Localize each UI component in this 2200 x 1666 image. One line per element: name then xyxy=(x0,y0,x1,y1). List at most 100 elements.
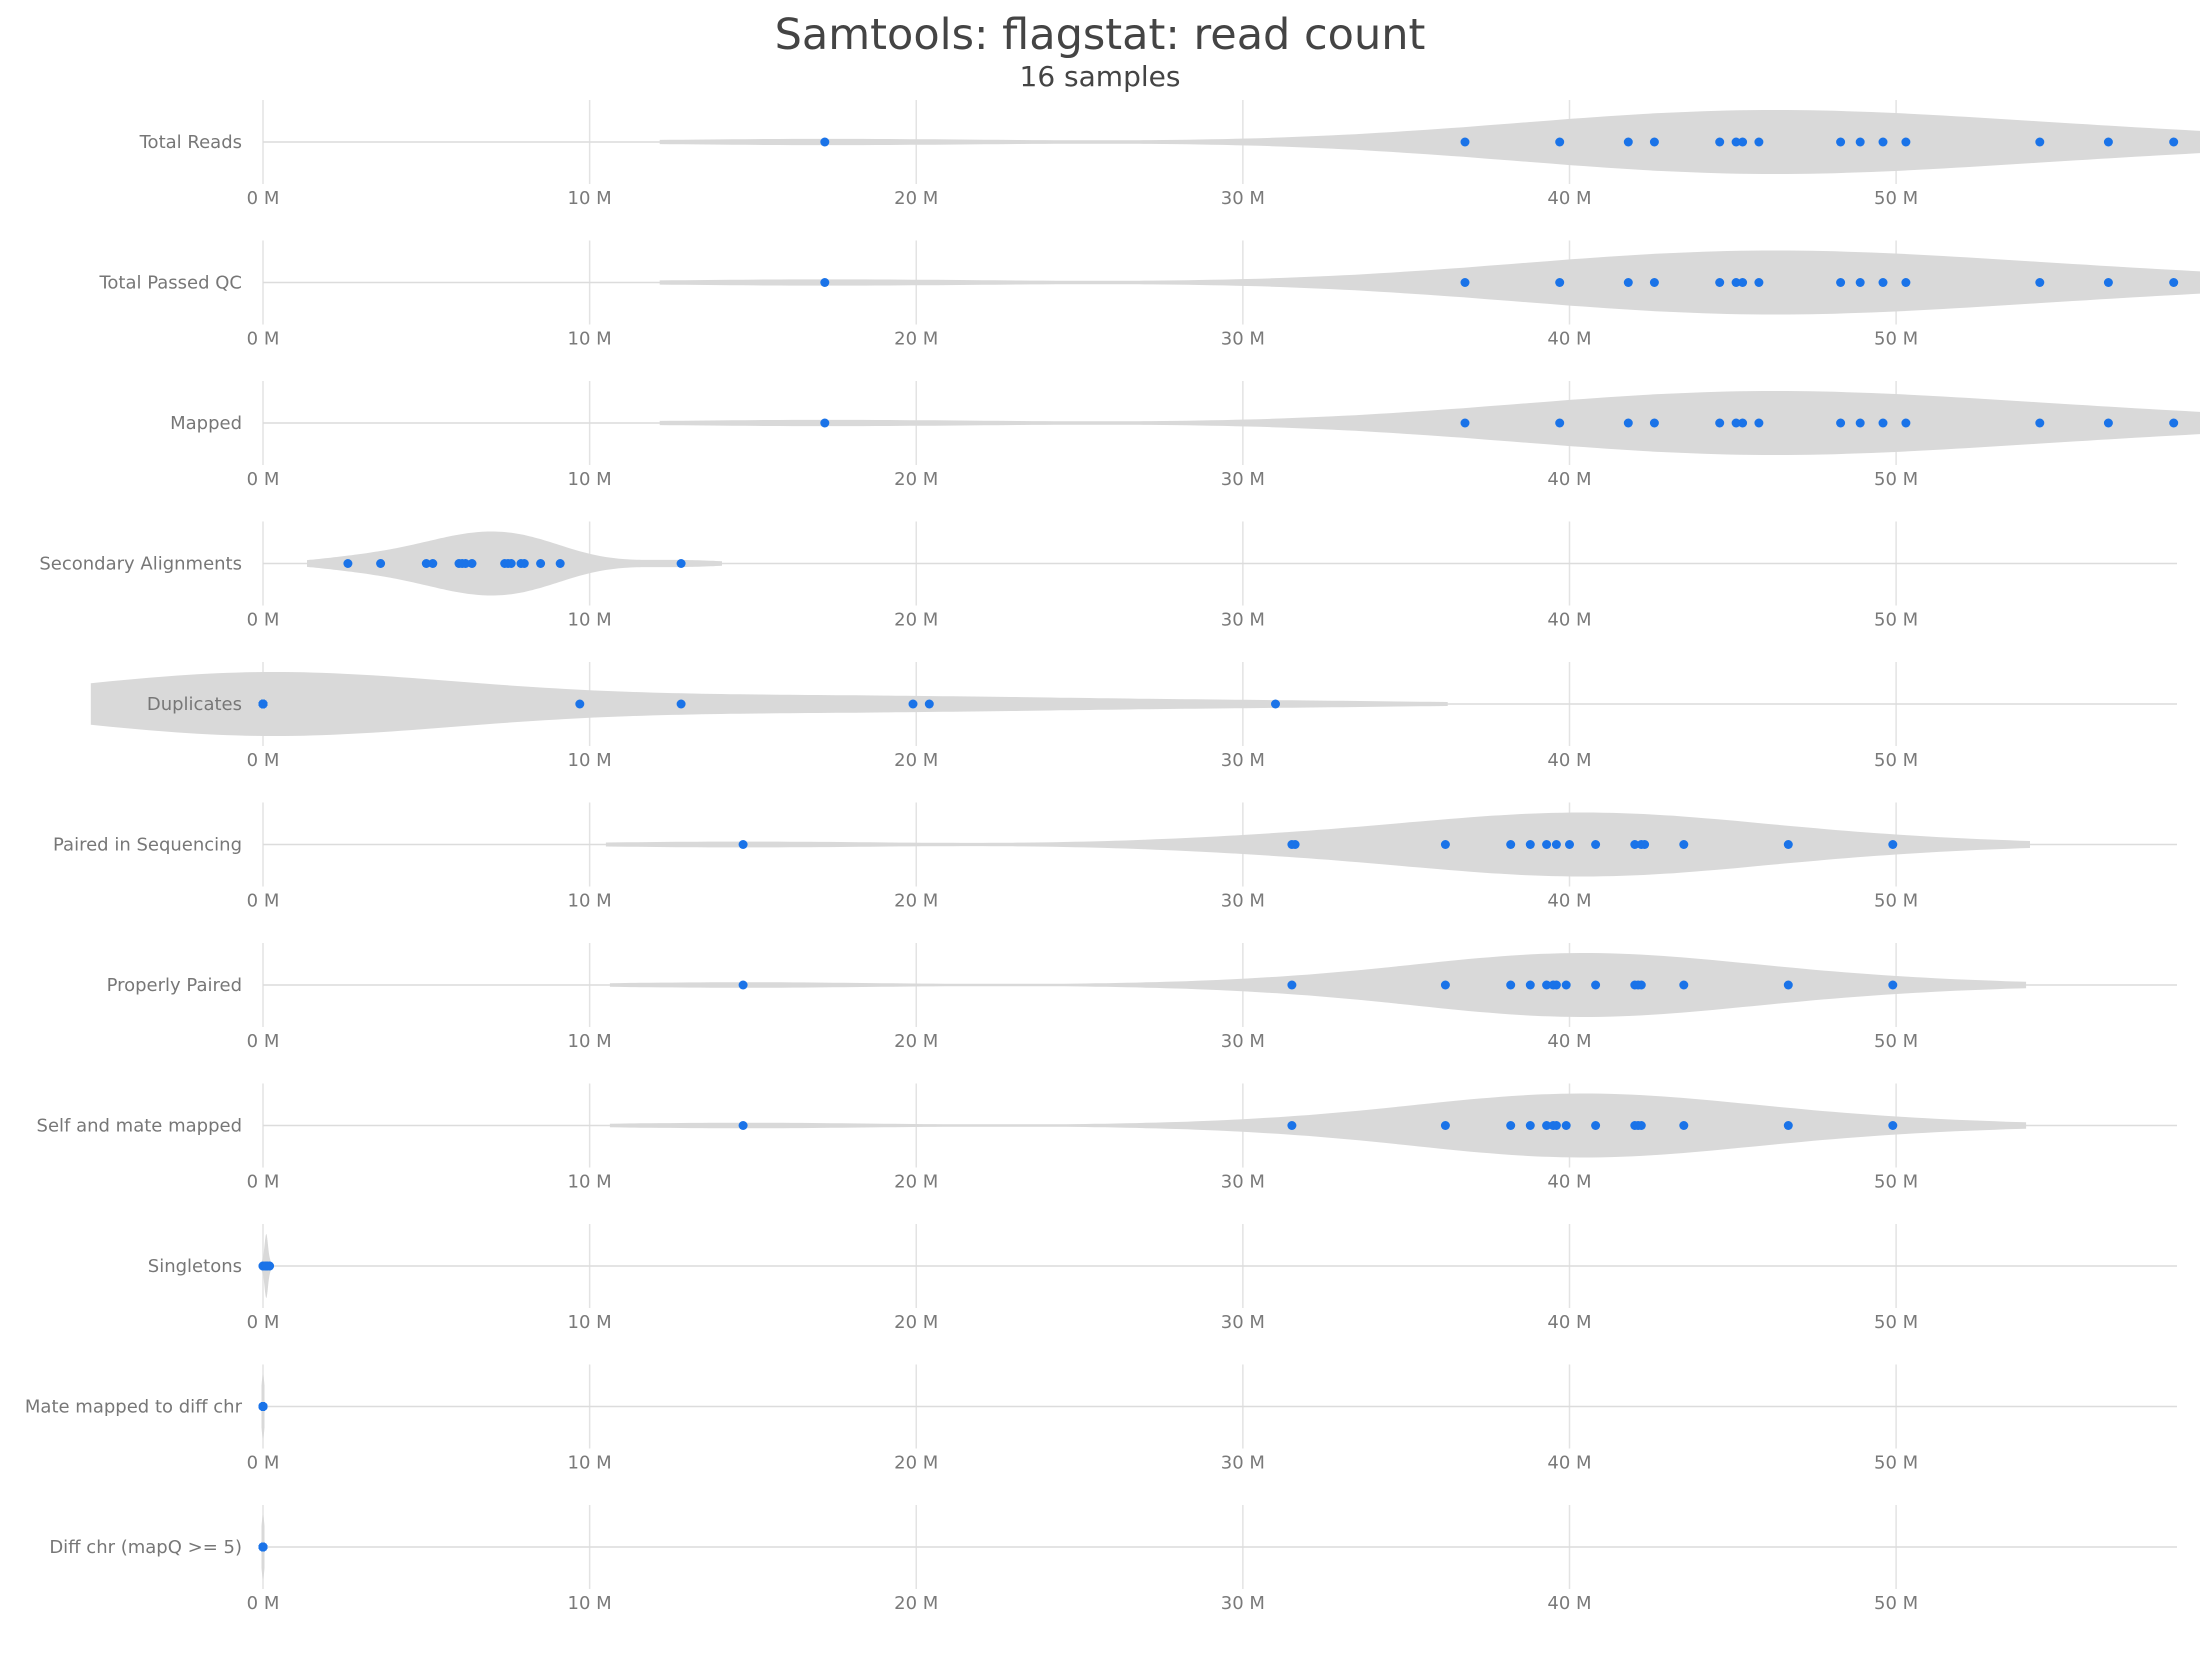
sample-point[interactable] xyxy=(1636,1121,1646,1130)
sample-point[interactable] xyxy=(343,559,353,568)
sample-point[interactable] xyxy=(1855,418,1865,428)
sample-point[interactable] xyxy=(1287,980,1297,990)
sample-point[interactable] xyxy=(555,559,565,568)
sample-point[interactable] xyxy=(820,278,830,287)
sample-point[interactable] xyxy=(1783,980,1793,990)
sample-point[interactable] xyxy=(2035,137,2045,147)
sample-point[interactable] xyxy=(1561,1121,1571,1130)
sample-point[interactable] xyxy=(1460,278,1470,287)
sample-point[interactable] xyxy=(258,699,268,709)
sample-point[interactable] xyxy=(1591,1121,1601,1130)
sample-point[interactable] xyxy=(1649,418,1659,428)
sample-point[interactable] xyxy=(1679,980,1689,990)
sample-point[interactable] xyxy=(1548,1121,1558,1130)
sample-point[interactable] xyxy=(1591,980,1601,990)
sample-point[interactable] xyxy=(457,559,467,568)
sample-point[interactable] xyxy=(1901,418,1911,428)
sample-point[interactable] xyxy=(258,1542,268,1552)
sample-point[interactable] xyxy=(1754,418,1764,428)
sample-point[interactable] xyxy=(1754,278,1764,287)
sample-point[interactable] xyxy=(1754,137,1764,147)
sample-point[interactable] xyxy=(428,559,438,568)
sample-point[interactable] xyxy=(1888,980,1898,990)
sample-point[interactable] xyxy=(1506,980,1516,990)
sample-point[interactable] xyxy=(2169,137,2179,147)
sample-point[interactable] xyxy=(1548,980,1558,990)
sample-point[interactable] xyxy=(421,559,431,568)
sample-point[interactable] xyxy=(1440,1121,1450,1130)
sample-point[interactable] xyxy=(738,1121,748,1130)
sample-point[interactable] xyxy=(1555,418,1565,428)
sample-point[interactable] xyxy=(1836,137,1846,147)
sample-point[interactable] xyxy=(376,559,386,568)
sample-point[interactable] xyxy=(1542,840,1552,849)
sample-point[interactable] xyxy=(1440,980,1450,990)
sample-point[interactable] xyxy=(1901,137,1911,147)
sample-point[interactable] xyxy=(924,699,934,709)
sample-point[interactable] xyxy=(536,559,546,568)
sample-point[interactable] xyxy=(908,699,918,709)
sample-point[interactable] xyxy=(1551,840,1561,849)
sample-point[interactable] xyxy=(2169,278,2179,287)
sample-point[interactable] xyxy=(1715,137,1725,147)
sample-point[interactable] xyxy=(1623,418,1633,428)
sample-point[interactable] xyxy=(1783,1121,1793,1130)
sample-point[interactable] xyxy=(1440,840,1450,849)
sample-point[interactable] xyxy=(820,137,830,147)
sample-point[interactable] xyxy=(1649,137,1659,147)
sample-point[interactable] xyxy=(2035,278,2045,287)
sample-point[interactable] xyxy=(1287,1121,1297,1130)
sample-point[interactable] xyxy=(1542,980,1552,990)
sample-point[interactable] xyxy=(1525,980,1535,990)
sample-point[interactable] xyxy=(1738,137,1748,147)
sample-point[interactable] xyxy=(265,1261,274,1271)
sample-point[interactable] xyxy=(1731,418,1741,428)
sample-point[interactable] xyxy=(1525,1121,1535,1130)
sample-point[interactable] xyxy=(1836,418,1846,428)
sample-point[interactable] xyxy=(738,980,748,990)
sample-point[interactable] xyxy=(1738,278,1748,287)
sample-point[interactable] xyxy=(738,840,748,849)
sample-point[interactable] xyxy=(1715,278,1725,287)
sample-point[interactable] xyxy=(1901,278,1911,287)
sample-point[interactable] xyxy=(1679,840,1689,849)
sample-point[interactable] xyxy=(676,559,686,568)
sample-point[interactable] xyxy=(1855,137,1865,147)
sample-point[interactable] xyxy=(1888,1121,1898,1130)
sample-point[interactable] xyxy=(258,1402,268,1411)
sample-point[interactable] xyxy=(1783,840,1793,849)
sample-point[interactable] xyxy=(1525,840,1535,849)
sample-point[interactable] xyxy=(1731,137,1741,147)
sample-point[interactable] xyxy=(2103,137,2113,147)
sample-point[interactable] xyxy=(820,418,830,428)
sample-point[interactable] xyxy=(2103,418,2113,428)
sample-point[interactable] xyxy=(1630,840,1640,849)
sample-point[interactable] xyxy=(1506,1121,1516,1130)
sample-point[interactable] xyxy=(519,559,529,568)
sample-point[interactable] xyxy=(1623,278,1633,287)
sample-point[interactable] xyxy=(1542,1121,1552,1130)
sample-point[interactable] xyxy=(1731,278,1741,287)
sample-point[interactable] xyxy=(1878,278,1888,287)
sample-point[interactable] xyxy=(1565,840,1574,849)
sample-point[interactable] xyxy=(506,559,516,568)
sample-point[interactable] xyxy=(1555,278,1565,287)
sample-point[interactable] xyxy=(2035,418,2045,428)
sample-point[interactable] xyxy=(1836,278,1846,287)
sample-point[interactable] xyxy=(1888,840,1898,849)
sample-point[interactable] xyxy=(1715,418,1725,428)
sample-point[interactable] xyxy=(1561,980,1571,990)
sample-point[interactable] xyxy=(1679,1121,1689,1130)
sample-point[interactable] xyxy=(2103,278,2113,287)
sample-point[interactable] xyxy=(1878,137,1888,147)
sample-point[interactable] xyxy=(1738,418,1748,428)
sample-point[interactable] xyxy=(467,559,477,568)
sample-point[interactable] xyxy=(1636,980,1646,990)
sample-point[interactable] xyxy=(1271,699,1280,709)
sample-point[interactable] xyxy=(1506,840,1516,849)
sample-point[interactable] xyxy=(1591,840,1601,849)
sample-point[interactable] xyxy=(575,699,585,709)
sample-point[interactable] xyxy=(1855,278,1865,287)
sample-point[interactable] xyxy=(676,699,686,709)
sample-point[interactable] xyxy=(1460,137,1470,147)
